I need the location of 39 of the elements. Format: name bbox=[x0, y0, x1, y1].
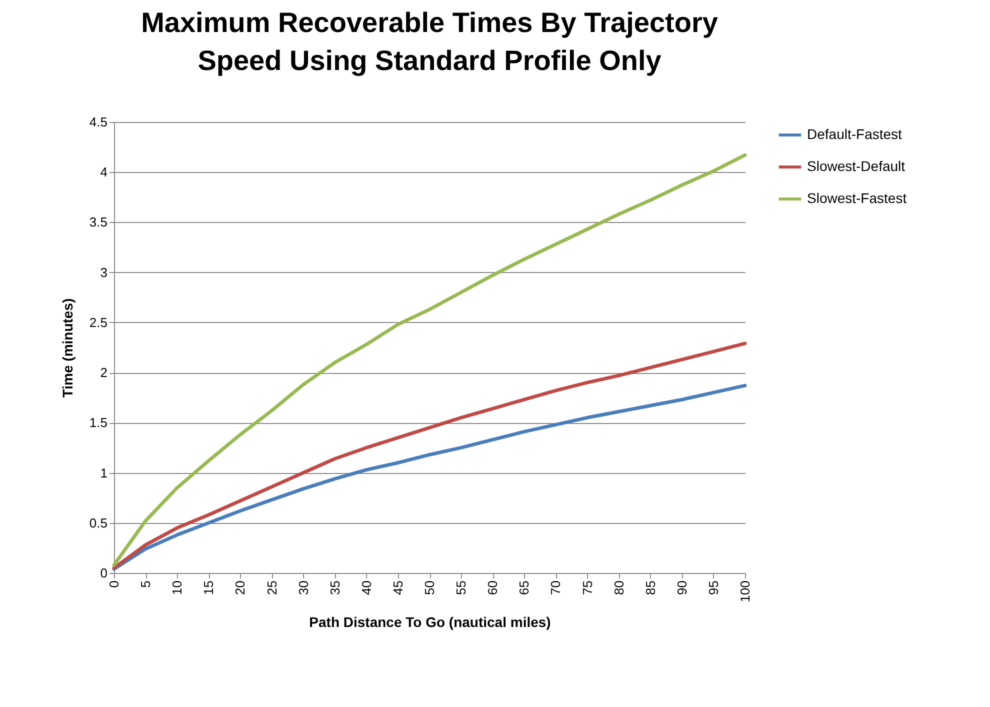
y-tick-label: 1.5 bbox=[89, 415, 108, 430]
x-tick-label: 100 bbox=[738, 580, 752, 602]
x-tick-label: 90 bbox=[674, 580, 690, 595]
y-tick-label: 1 bbox=[100, 465, 108, 480]
y-tick-label: 3.5 bbox=[89, 214, 108, 230]
x-tick-label: 0 bbox=[106, 580, 122, 588]
legend-label: Slowest-Fastest bbox=[807, 190, 907, 206]
line-series bbox=[112, 153, 747, 567]
x-tick-label: 40 bbox=[358, 580, 374, 595]
x-tick-label: 20 bbox=[232, 580, 248, 595]
x-tick-label: 10 bbox=[170, 580, 185, 595]
x-tick-label: 15 bbox=[201, 580, 216, 595]
x-axis-title: Path Distance To Go (nautical miles) bbox=[309, 614, 551, 630]
y-tick-label: 4.5 bbox=[89, 114, 108, 130]
x-tick-label: 70 bbox=[548, 580, 564, 595]
x-tick-label: 60 bbox=[485, 580, 500, 595]
y-axis-title: Time (minutes) bbox=[59, 298, 76, 398]
chart-title: Maximum Recoverable Times By Trajectory Speed Using Standard Profile Only bbox=[141, 7, 718, 76]
y-tick-label: 2.5 bbox=[89, 314, 108, 330]
x-tick-label: 35 bbox=[327, 580, 342, 595]
legend-label: Default-Fastest bbox=[807, 126, 902, 142]
y-tick-label: 2 bbox=[100, 365, 108, 380]
y-tick-label: 4 bbox=[100, 164, 108, 180]
x-tick-label: 65 bbox=[516, 580, 532, 595]
x-tick-label: 5 bbox=[138, 580, 154, 588]
legend-label: Slowest-Default bbox=[807, 158, 906, 174]
y-tick-label: 0.5 bbox=[89, 515, 108, 530]
x-tick-label: 80 bbox=[611, 580, 626, 595]
x-tick-label: 50 bbox=[422, 580, 437, 595]
line-series bbox=[112, 384, 747, 571]
x-tick-label: 25 bbox=[264, 580, 280, 595]
x-tick-label: 85 bbox=[642, 580, 658, 595]
line-series bbox=[112, 342, 747, 570]
x-tick-label: 45 bbox=[390, 580, 406, 595]
y-tick-label: 3 bbox=[100, 264, 108, 280]
x-tick-label: 95 bbox=[706, 580, 721, 595]
x-tick-label: 30 bbox=[296, 580, 311, 595]
x-tick-label: 55 bbox=[454, 580, 469, 595]
x-tick-label: 75 bbox=[580, 580, 595, 595]
